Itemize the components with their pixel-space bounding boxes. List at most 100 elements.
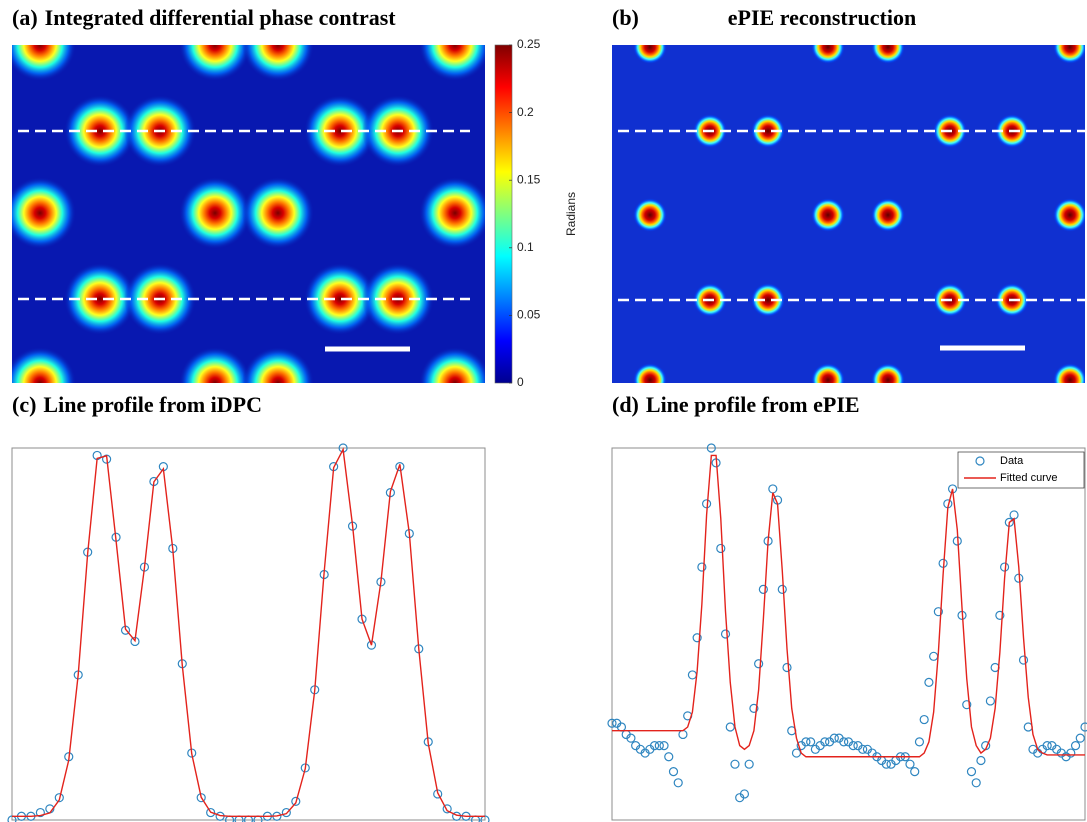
data-point (730, 759, 740, 769)
data-point (829, 733, 839, 743)
atom-blob (871, 45, 905, 64)
panel-label: (c) (12, 392, 36, 417)
panel-title: Line profile from ePIE (646, 392, 860, 417)
data-point (905, 759, 915, 769)
atom-blob (633, 45, 667, 64)
data-point (820, 737, 830, 747)
data-point (1018, 655, 1029, 665)
data-point (281, 807, 291, 818)
atom-blob (1053, 45, 1085, 64)
atom-blob (64, 95, 136, 167)
data-point (1075, 733, 1085, 743)
data-point (673, 778, 683, 788)
plot-area (611, 447, 1086, 821)
data-point (881, 759, 891, 769)
colorbar-tick-label: 0.2 (517, 105, 534, 119)
data-point (35, 807, 45, 818)
data-point (919, 714, 929, 725)
data-point (801, 737, 811, 747)
data-point (697, 562, 707, 572)
heatmap-image (612, 45, 1085, 383)
atom-blob (871, 198, 905, 232)
data-point (971, 778, 981, 788)
data-point (749, 703, 759, 714)
data-point (914, 737, 925, 747)
legend-box (957, 451, 1085, 489)
atom-blob (419, 45, 485, 81)
data-point (654, 740, 664, 751)
data-point (966, 767, 977, 777)
atom-blob (304, 95, 376, 167)
atom-blob (633, 363, 667, 383)
colorbar-tick-label: 0.25 (517, 37, 541, 51)
heatmap-background (612, 45, 1085, 383)
panel-title: ePIE reconstruction (728, 5, 916, 30)
data-point (206, 807, 216, 818)
atom-blob (751, 114, 785, 148)
data-point (839, 737, 849, 747)
colorbar-tick-label: 0.05 (517, 308, 541, 322)
data-point (782, 662, 792, 673)
data-point (664, 752, 674, 762)
colorbar-tick-label: 0 (517, 375, 524, 389)
data-point (1066, 748, 1076, 758)
data-point (924, 677, 934, 687)
data-point (720, 629, 731, 639)
panel-label: (d) (612, 392, 639, 417)
atom-blob (179, 177, 251, 249)
data-point (976, 755, 986, 766)
panel-label: (a) (12, 5, 38, 30)
legend-swatch (975, 456, 985, 466)
data-point (962, 700, 972, 710)
fitted-curve (12, 447, 485, 817)
atom-blob (419, 177, 485, 249)
legend-label: Data (1000, 455, 1024, 467)
atom-blob (871, 363, 905, 383)
data-point (649, 740, 660, 751)
data-point (607, 718, 617, 728)
data-point (848, 740, 858, 751)
data-point (858, 744, 868, 754)
atom-blob (12, 177, 76, 249)
atom-blob (12, 45, 76, 81)
fitted-curve (612, 454, 1085, 758)
data-point (626, 733, 636, 743)
data-point (985, 696, 996, 706)
panel-label: (b) (612, 5, 639, 30)
panel-heading: (d) Line profile from ePIE (612, 392, 860, 417)
plot-area (11, 447, 486, 821)
atom-blob (242, 177, 314, 249)
atom-blob (1053, 198, 1085, 232)
panel-title: Line profile from iDPC (43, 392, 262, 417)
atom-blob (811, 45, 845, 64)
atom-blob (304, 263, 376, 335)
atom-blob (419, 347, 485, 383)
data-point (196, 793, 206, 803)
data-point (692, 633, 702, 643)
data-point (291, 796, 301, 807)
data-point (442, 804, 452, 814)
data-point (910, 767, 920, 777)
data-point (706, 443, 716, 453)
data-point (995, 610, 1005, 621)
atom-blob (633, 198, 667, 232)
data-point (933, 607, 943, 617)
data-point (744, 759, 754, 769)
panel-title: Integrated differential phase contrast (45, 5, 397, 30)
colorbar-tick-label: 0.15 (517, 172, 541, 186)
atom-blob (1053, 363, 1085, 383)
panel-heading: (c) Line profile from iDPC (12, 392, 262, 417)
atom-blob (751, 283, 785, 317)
data-point (1070, 740, 1081, 751)
atom-blob (242, 45, 314, 81)
data-point (806, 737, 816, 747)
atom-blob (12, 347, 76, 383)
data-point (754, 659, 764, 669)
data-point (54, 793, 64, 803)
colorbar-tick-label: 0.1 (517, 240, 534, 254)
data-point (716, 543, 726, 554)
heatmap-image (12, 45, 485, 383)
data-point (1080, 722, 1087, 732)
